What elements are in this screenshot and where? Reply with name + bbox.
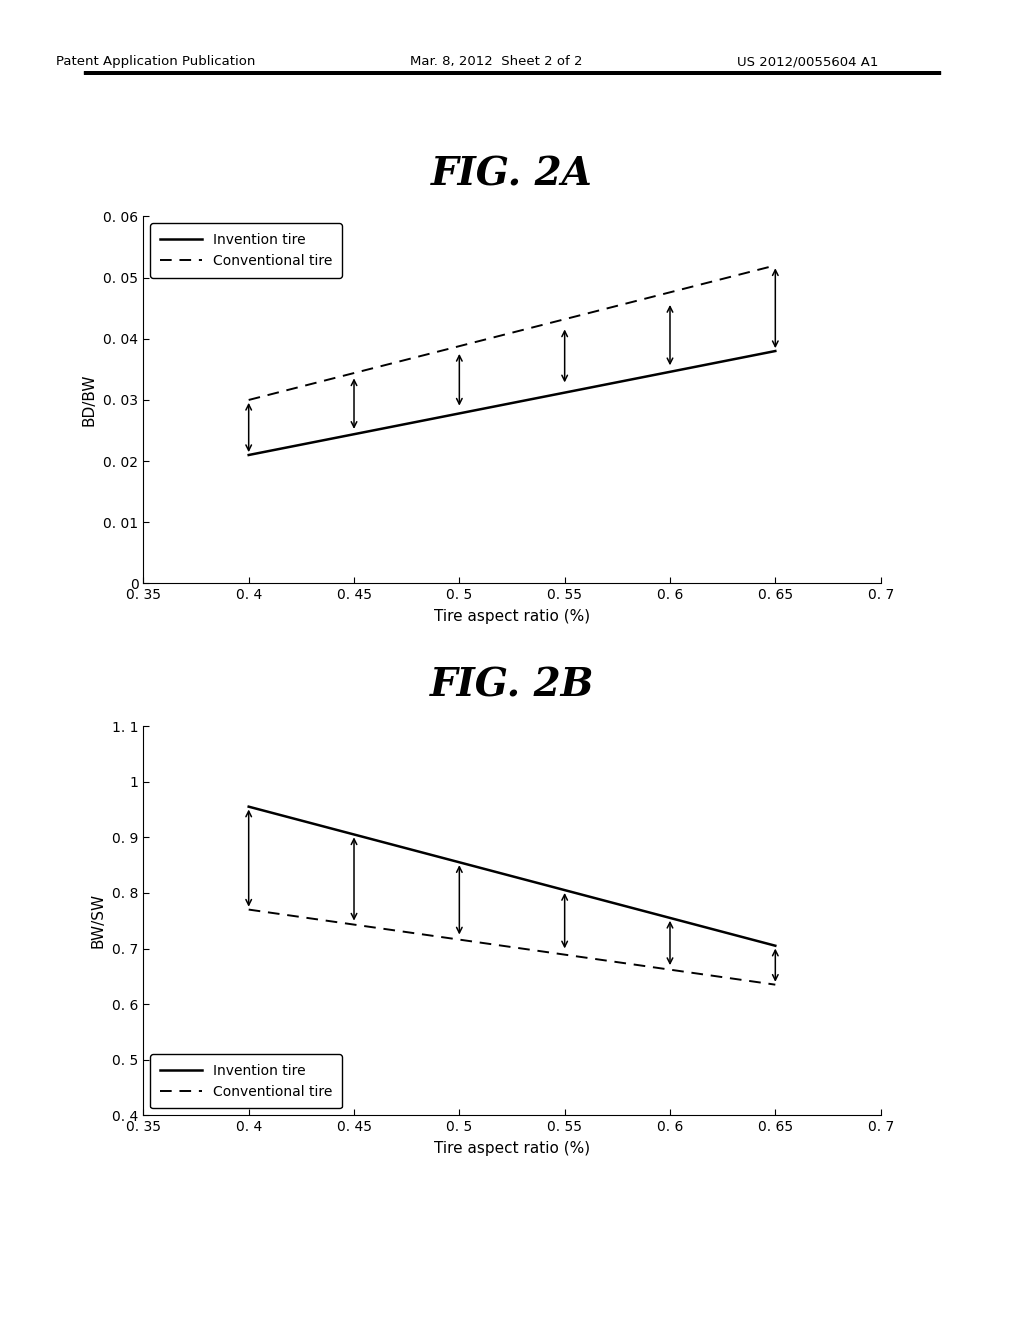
Y-axis label: BD/BW: BD/BW <box>82 374 96 426</box>
Text: FIG. 2B: FIG. 2B <box>430 667 594 705</box>
X-axis label: Tire aspect ratio (%): Tire aspect ratio (%) <box>434 1142 590 1156</box>
Text: FIG. 2A: FIG. 2A <box>431 156 593 194</box>
Legend: Invention tire, Conventional tire: Invention tire, Conventional tire <box>151 223 342 277</box>
Legend: Invention tire, Conventional tire: Invention tire, Conventional tire <box>151 1055 342 1109</box>
Text: Patent Application Publication: Patent Application Publication <box>56 55 256 69</box>
Y-axis label: BW/SW: BW/SW <box>90 894 105 948</box>
X-axis label: Tire aspect ratio (%): Tire aspect ratio (%) <box>434 610 590 624</box>
Text: US 2012/0055604 A1: US 2012/0055604 A1 <box>737 55 879 69</box>
Text: Mar. 8, 2012  Sheet 2 of 2: Mar. 8, 2012 Sheet 2 of 2 <box>410 55 582 69</box>
